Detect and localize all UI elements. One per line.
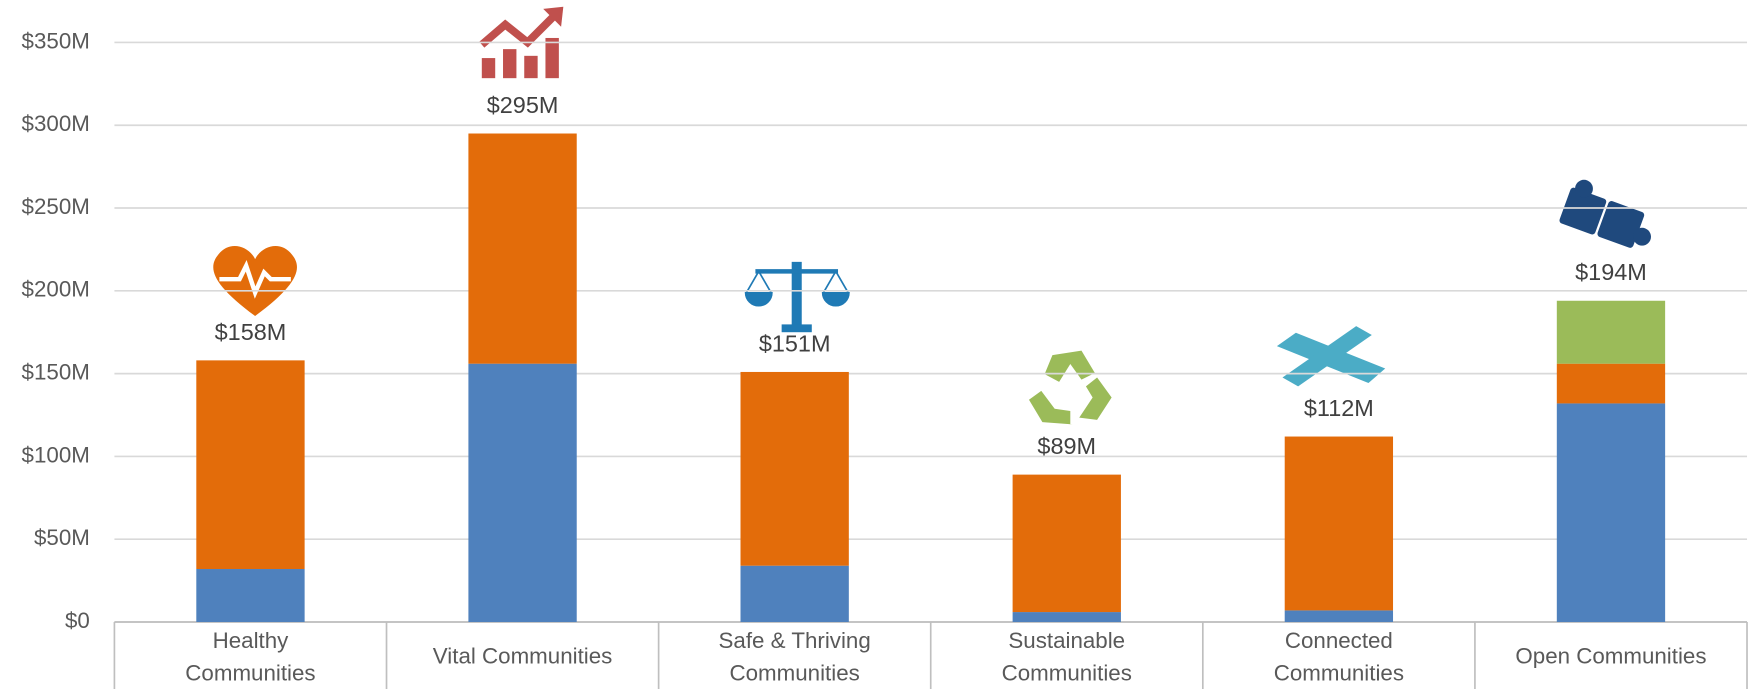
bar-segment: [196, 360, 305, 570]
bar-segment: [1556, 403, 1666, 622]
scales-icon: [744, 261, 850, 333]
bar-segment: [740, 565, 849, 622]
x-tick-label: Vital Communities: [433, 644, 613, 669]
x-tick-label: Communities: [1002, 660, 1132, 685]
y-tick-label: $50M: [34, 525, 90, 550]
x-tick-label: Safe & Thriving: [719, 628, 871, 653]
total-label: $158M: [215, 319, 287, 345]
recycle-icon: [1028, 350, 1112, 425]
y-tick-label: $100M: [22, 442, 90, 467]
x-tick-label: Communities: [1274, 660, 1404, 685]
total-label: $112M: [1304, 395, 1374, 421]
y-tick-label: $250M: [22, 194, 90, 219]
heart-icon: [213, 246, 297, 317]
x-tick-label: Healthy: [213, 628, 290, 653]
growth-icon: [479, 6, 564, 79]
x-tick-label: Sustainable: [1008, 628, 1125, 653]
x-tick-label: Open Communities: [1515, 644, 1706, 669]
icons: [213, 6, 1651, 425]
bar-segment: [1284, 436, 1394, 611]
bar-segment: [196, 569, 305, 622]
total-label: $295M: [487, 92, 559, 118]
bar-segment: [1012, 612, 1121, 622]
total-label: $194M: [1575, 259, 1647, 285]
bar-segment: [1284, 610, 1394, 622]
y-tick-label: $200M: [22, 277, 90, 302]
heart-pulse: [219, 259, 291, 299]
bar-segment: [1556, 363, 1666, 404]
bar-segment: [740, 371, 849, 566]
y-tick-label: $150M: [22, 360, 90, 385]
bar-segment: [1012, 474, 1121, 613]
y-tick-label: $350M: [22, 28, 90, 53]
road-icon: [1276, 326, 1386, 387]
total-label: $89M: [1037, 433, 1096, 459]
total-label: $151M: [759, 330, 831, 356]
y-tick-label: $0: [65, 608, 90, 633]
y-tick-label: $300M: [22, 111, 90, 136]
x-tick-label: Connected: [1285, 628, 1393, 653]
x-tick-label: Communities: [730, 660, 860, 685]
x-tick-label: Communities: [185, 660, 315, 685]
puzzle-icon: [1559, 179, 1651, 248]
bar-segment: [1556, 300, 1666, 364]
bar-segment: [468, 133, 577, 364]
bar-segment: [468, 363, 577, 622]
